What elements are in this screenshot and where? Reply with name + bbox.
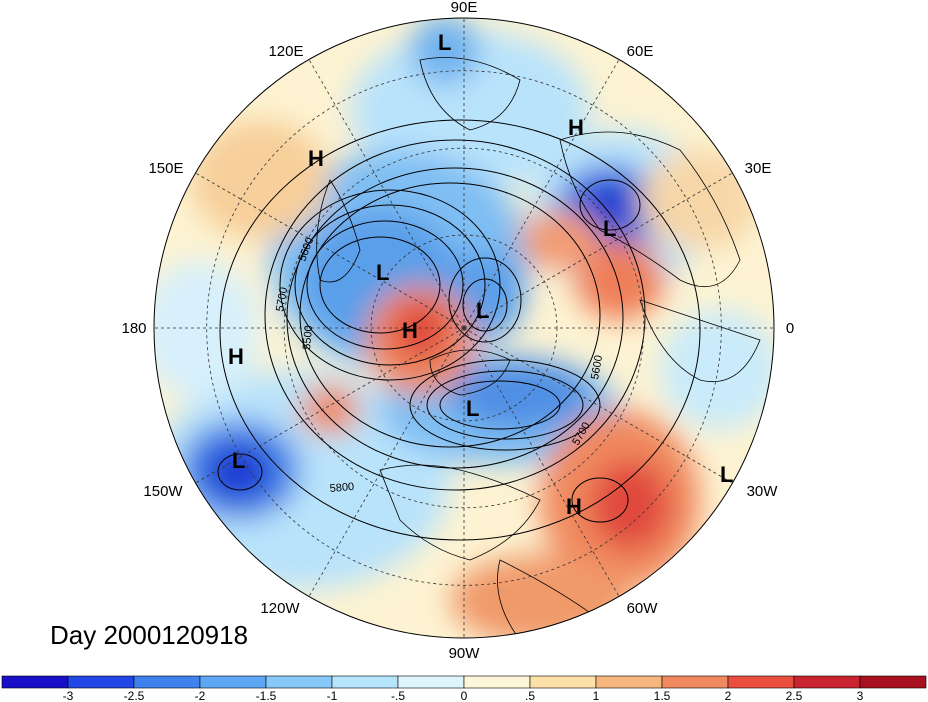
colorbar: -3 -2.5 -2 -1.5 -1 -.5 0 .5 1 1.5 2 2.5 3 [1, 675, 927, 702]
colorbar-tick-label: -1 [327, 689, 338, 702]
graticule [154, 18, 774, 638]
lon-label-60e: 60E [627, 43, 654, 60]
lon-label-120w: 120W [260, 600, 300, 617]
pressure-center-high: H [308, 146, 324, 171]
lon-label-60w: 60W [627, 600, 659, 617]
pressure-center-low: L [376, 260, 389, 285]
pressure-center-high: H [568, 115, 584, 140]
pressure-center-low: L [232, 448, 245, 473]
colorbar-tick-label: 0 [461, 689, 468, 702]
colorbar-swatch [463, 675, 531, 689]
colorbar-tick-label: -1.5 [256, 689, 277, 702]
latitude-circle [283, 147, 645, 509]
colorbar-swatch [67, 675, 135, 689]
coastlines [316, 57, 761, 638]
meridian-line [308, 327, 465, 597]
meridian-line [463, 327, 620, 597]
height-contours [217, 119, 701, 541]
colorbar-swatch [595, 675, 663, 689]
colorbar-swatch [727, 675, 795, 689]
colorbar-swatch [199, 675, 267, 689]
longitude-labels: 90E 60E 30E 0 30W 60W 90W 120W 150W 180 … [121, 0, 794, 662]
colorbar-tick-label: 2 [725, 689, 732, 702]
lon-label-150e: 150E [148, 160, 183, 177]
lon-label-30e: 30E [745, 160, 772, 177]
colorbar-swatch [331, 675, 399, 689]
latitude-circle [206, 70, 722, 586]
lon-label-0: 0 [786, 320, 794, 337]
meridian-line [463, 327, 733, 484]
lon-label-90w: 90W [449, 645, 481, 662]
meridian-line [463, 172, 733, 329]
pressure-center-low: L [603, 216, 616, 241]
contour-label: 5500 [301, 325, 315, 350]
colorbar-tick-label: .5 [525, 689, 535, 702]
colorbar-swatch [265, 675, 333, 689]
colorbar-swatch [793, 675, 861, 689]
colorbar-swatch [397, 675, 465, 689]
pressure-center-low: L [476, 298, 489, 323]
meridian-line [308, 59, 465, 329]
meridian-line [463, 59, 620, 329]
pressure-center-low: L [466, 396, 479, 421]
day-label: Day 2000120918 [50, 620, 249, 650]
colorbar-tick-label: 1 [593, 689, 600, 702]
colorbar-tick-label: 2.5 [786, 689, 803, 702]
contour-label: 5600 [589, 354, 605, 380]
colorbar-tick-label: -2.5 [124, 689, 145, 702]
lon-label-180: 180 [121, 320, 146, 337]
colorbar-tick-label: -2 [195, 689, 206, 702]
pressure-center-high: H [228, 344, 244, 369]
pressure-center-high: H [566, 494, 582, 519]
lon-label-90e: 90E [451, 0, 478, 16]
meridian-line [195, 327, 465, 484]
colorbar-tick-label: -3 [63, 689, 74, 702]
colorbar-swatch [133, 675, 201, 689]
colorbar-tick-label: 3 [857, 689, 864, 702]
colorbar-swatch [1, 675, 69, 689]
pressure-center-low: L [438, 30, 451, 55]
lon-label-150w: 150W [143, 483, 183, 500]
colorbar-tick-label: 1.5 [654, 689, 671, 702]
colorbar-swatch [529, 675, 597, 689]
lon-label-120e: 120E [268, 43, 303, 60]
latitude-circle [370, 234, 558, 422]
colorbar-swatch [661, 675, 729, 689]
pressure-centers: L H L H L L H L H L H L [228, 30, 733, 519]
contour-label: 5800 [329, 481, 354, 495]
meridian-line [195, 172, 465, 329]
pressure-center-high: H [402, 318, 418, 343]
colorbar-tick-label: -.5 [391, 689, 405, 702]
colorbar-swatch [859, 675, 927, 689]
map-boundary [153, 17, 775, 639]
pressure-center-low: L [720, 462, 733, 487]
contour-label: 5700 [274, 286, 290, 312]
lon-label-30w: 30W [747, 483, 779, 500]
